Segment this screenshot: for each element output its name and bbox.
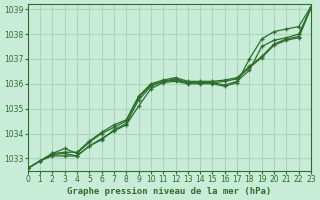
X-axis label: Graphe pression niveau de la mer (hPa): Graphe pression niveau de la mer (hPa) [67,187,271,196]
